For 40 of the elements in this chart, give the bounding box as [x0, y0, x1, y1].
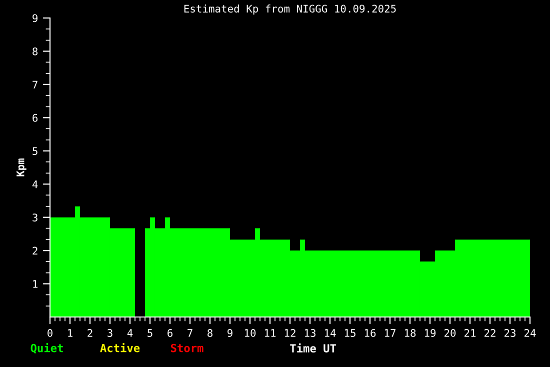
y-tick-label: 7 [32, 80, 38, 88]
x-tick-label: 0 [48, 329, 52, 337]
x-tick-label: 18 [404, 329, 416, 337]
x-tick-label: 15 [344, 329, 356, 337]
x-tick-label: 21 [464, 329, 476, 337]
x-tick-label: 6 [168, 329, 172, 337]
y-tick-label: 9 [32, 14, 38, 22]
y-tick-label: 8 [32, 47, 38, 56]
x-tick-label: 3 [108, 329, 112, 337]
x-tick-label: 22 [484, 329, 496, 337]
x-tick-label: 9 [228, 329, 232, 337]
x-tick-label: 10 [244, 329, 256, 337]
x-tick-label: 1 [68, 329, 72, 337]
x-tick-label: 12 [284, 329, 296, 337]
x-tick-label: 5 [148, 329, 152, 337]
x-tick-label: 24 [524, 329, 536, 337]
x-axis-title: Time UT [290, 343, 336, 353]
x-tick-label: 4 [127, 329, 133, 337]
x-tick-label: 13 [304, 329, 316, 337]
x-tick-label: 2 [88, 329, 92, 337]
chart-title: Estimated Kp from NIGGG 10.09.2025 [184, 4, 396, 15]
x-tick-label: 23 [504, 329, 516, 337]
text: Quiet [30, 343, 63, 354]
x-tick-label: 11 [264, 329, 276, 337]
x-tick-label: 7 [188, 329, 192, 337]
y-tick-label: 5 [32, 147, 38, 156]
x-tick-label: 17 [384, 329, 396, 337]
y-tick-label: 2 [32, 246, 38, 255]
y-tick-label: 1 [33, 280, 38, 288]
y-tick-label: 3 [32, 214, 38, 222]
x-tick-label: 16 [364, 329, 376, 337]
y-tick-label: 4 [32, 180, 38, 188]
legend-label: Storm [170, 344, 204, 352]
x-tick-label: 8 [208, 329, 212, 337]
legend-label: Active [100, 343, 140, 352]
x-tick-label: 20 [444, 329, 456, 337]
x-tick-label: 14 [324, 329, 336, 337]
y-tick-label: 6 [32, 114, 38, 122]
y-axis-title: Kpm [16, 158, 26, 176]
x-tick-label: 19 [424, 329, 436, 337]
